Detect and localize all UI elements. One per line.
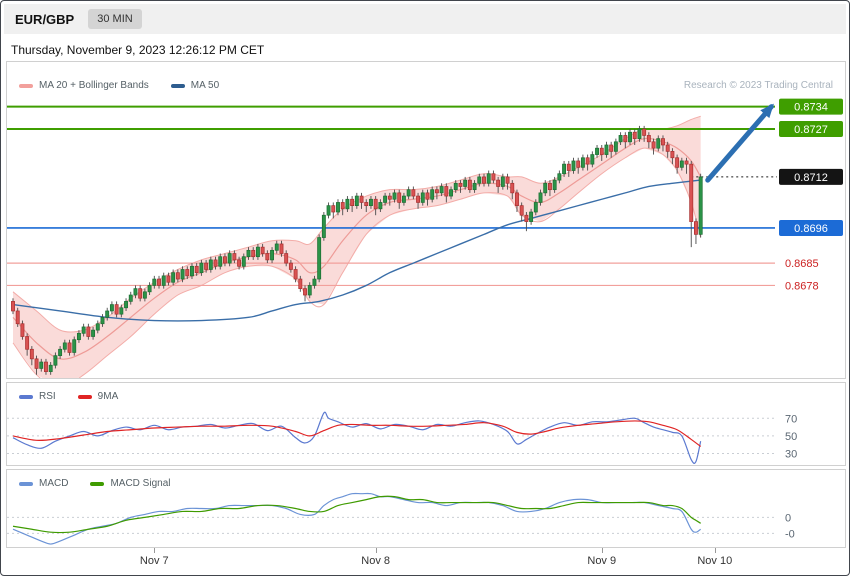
ma20-line (12, 137, 702, 360)
legend-label-macd-signal: MACD Signal (110, 478, 171, 489)
level-labels: 0.8734 0.8727 0.8712 0.8696 0.8685 0.8678 (779, 98, 843, 292)
svg-text:0.8696: 0.8696 (794, 223, 828, 235)
legend-item-ma50: MA 50 (170, 80, 220, 91)
x-axis-tick (601, 548, 603, 553)
guides: 0-0 (7, 512, 795, 540)
bollinger-swatch-icon (19, 83, 33, 88)
level-lines (7, 105, 777, 287)
legend-item-rsi: RSI (19, 391, 56, 402)
legend-label-9ma: 9MA (97, 391, 119, 402)
x-axis: Nov 7 Nov 8 Nov 9 Nov 10 (6, 548, 846, 574)
nine-ma-swatch-icon (77, 394, 92, 399)
legend-label-bollinger: MA 20 + Bollinger Bands (39, 80, 149, 91)
x-axis-label: Nov 9 (587, 555, 617, 567)
watermark: Research © 2023 Trading Central (683, 80, 833, 91)
macd-panel: 0 -0 MACD MACD Signal (6, 469, 846, 548)
header: EUR/GBP 30 MIN (4, 4, 846, 34)
x-axis-tick (714, 548, 716, 553)
candles (11, 125, 703, 375)
x-axis-label: Nov 8 (361, 555, 391, 567)
x-axis-tick (154, 548, 156, 553)
rsi-panel: 70 50 30 RSI 9MA (6, 382, 846, 466)
legend-item-macd-signal: MACD Signal (90, 478, 170, 489)
svg-text:50: 50 (785, 431, 797, 443)
x-axis-tick (375, 548, 377, 553)
rsi-legend: RSI 9MA (19, 391, 118, 402)
svg-text:0.8727: 0.8727 (794, 124, 828, 136)
legend-item-9ma: 9MA (77, 391, 119, 402)
bollinger-band (12, 115, 702, 378)
macd-signal-swatch-icon (90, 481, 105, 486)
price-chart-panel: 0.8734 0.8727 0.8712 0.8696 0.8685 0.8678 MA … (6, 61, 846, 379)
svg-text:0: 0 (785, 512, 791, 524)
rsi-line (12, 411, 702, 464)
legend-label-rsi: RSI (39, 391, 56, 402)
symbol-title: EUR/GBP (15, 11, 75, 27)
svg-text:0.8712: 0.8712 (794, 172, 828, 184)
legend-label-ma50: MA 50 (190, 80, 220, 91)
level-label-box (779, 219, 843, 236)
macd-legend: MACD MACD Signal (19, 478, 170, 489)
price-chart-legend: MA 20 + Bollinger Bands MA 50 (19, 80, 219, 91)
guides: 70 50 30 (7, 413, 797, 461)
rsi-swatch-icon (19, 394, 33, 399)
legend-label-macd: MACD (39, 478, 69, 489)
macd-swatch-icon (19, 481, 33, 486)
forecast-arrow (705, 103, 774, 183)
ma50-line (12, 179, 701, 322)
svg-text:30: 30 (785, 449, 797, 461)
legend-item-bollinger: MA 20 + Bollinger Bands (19, 80, 149, 91)
chart-timestamp: Thursday, November 9, 2023 12:26:12 PM C… (11, 43, 265, 57)
svg-text:0.8685: 0.8685 (785, 258, 819, 270)
9ma-line (12, 420, 702, 447)
ma50-swatch-icon (170, 83, 185, 88)
level-label-box (779, 98, 843, 115)
rsi-chart: 70 50 30 (7, 411, 797, 464)
x-axis-label: Nov 7 (139, 555, 169, 567)
x-axis-label: Nov 10 (697, 555, 733, 567)
svg-text:-0: -0 (785, 528, 795, 540)
macd-signal-line (12, 495, 701, 534)
timeframe-badge: 30 MIN (88, 9, 142, 29)
candlestick-chart: 0.8734 0.8727 0.8712 0.8696 0.8685 0.8678 (7, 98, 843, 378)
level-label-box (779, 168, 843, 185)
svg-text:0.8734: 0.8734 (794, 102, 828, 114)
level-label-box (779, 121, 843, 138)
legend-item-macd: MACD (19, 478, 68, 489)
macd-chart: 0-0 (7, 492, 795, 545)
svg-text:70: 70 (785, 413, 797, 425)
svg-text:0.8678: 0.8678 (785, 280, 819, 292)
